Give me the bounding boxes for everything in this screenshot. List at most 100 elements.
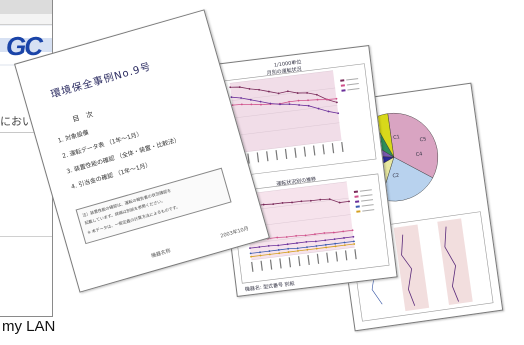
pie-slice bbox=[387, 112, 439, 179]
data-point bbox=[277, 249, 280, 251]
data-point bbox=[250, 103, 253, 106]
data-point bbox=[315, 245, 318, 247]
x-tick-label-mark bbox=[313, 145, 316, 156]
data-point bbox=[295, 234, 298, 237]
legend-text-mark bbox=[360, 194, 373, 197]
legend-text-mark bbox=[361, 204, 374, 207]
data-point bbox=[277, 244, 280, 247]
data-point bbox=[332, 231, 335, 234]
data-point bbox=[335, 97, 338, 100]
grid-line bbox=[238, 139, 342, 153]
data-point bbox=[249, 98, 252, 101]
data-point bbox=[325, 246, 328, 249]
data-point bbox=[353, 240, 355, 243]
legend-swatch bbox=[353, 190, 359, 193]
data-point bbox=[267, 244, 270, 247]
data-point bbox=[352, 235, 355, 238]
data-point bbox=[259, 254, 262, 257]
pie-label-5: C5 bbox=[419, 136, 427, 144]
data-point bbox=[230, 96, 233, 99]
data-point bbox=[279, 103, 281, 106]
data-point bbox=[249, 247, 251, 250]
lower-series-line bbox=[444, 226, 459, 302]
data-point bbox=[277, 92, 280, 95]
data-point bbox=[319, 198, 322, 201]
x-tick-label-mark bbox=[298, 256, 301, 267]
legend-swatch bbox=[355, 205, 360, 208]
x-tick-label-mark bbox=[256, 152, 260, 163]
pie-label-1: C1 bbox=[392, 134, 401, 142]
data-point bbox=[326, 98, 328, 101]
legend-text-mark bbox=[362, 209, 375, 212]
grid-line bbox=[245, 197, 349, 212]
x-tick-label-mark bbox=[335, 251, 338, 262]
divider bbox=[0, 236, 52, 237]
x-tick-label-mark bbox=[251, 261, 254, 272]
legend-text-mark bbox=[346, 78, 359, 81]
caption-text: my LAN bbox=[2, 318, 56, 335]
data-point bbox=[300, 200, 303, 203]
window-titlebar bbox=[0, 0, 52, 15]
line-chart-page: 1/1000単位 月別の運転状況 運転状況別の推移 機器名: 型式番号 別紙 bbox=[208, 45, 398, 297]
data-point bbox=[324, 239, 327, 242]
data-point bbox=[260, 103, 262, 106]
data-point bbox=[335, 101, 338, 104]
pie-label-2: C2 bbox=[392, 172, 400, 180]
data-point bbox=[258, 246, 261, 248]
data-point bbox=[305, 240, 308, 243]
grid-line bbox=[234, 105, 338, 119]
data-point bbox=[327, 110, 330, 113]
data-point bbox=[304, 234, 307, 237]
data-point bbox=[309, 199, 312, 202]
legend-swatch bbox=[341, 89, 346, 92]
data-point bbox=[259, 251, 261, 254]
x-tick-label-mark bbox=[284, 148, 288, 159]
lower-chart-band bbox=[393, 224, 430, 312]
data-point bbox=[334, 245, 337, 248]
series-line bbox=[232, 98, 337, 106]
data-point bbox=[343, 237, 345, 239]
data-point bbox=[238, 86, 241, 88]
data-point bbox=[324, 243, 327, 246]
x-tick-label-mark bbox=[326, 252, 329, 263]
legend-text-mark bbox=[347, 88, 360, 91]
data-point bbox=[297, 99, 300, 102]
legend-swatch bbox=[340, 84, 345, 87]
grid-line bbox=[249, 230, 353, 244]
x-tick-label-mark bbox=[294, 147, 297, 158]
data-point bbox=[348, 200, 350, 203]
grid-line bbox=[251, 247, 355, 261]
data-point bbox=[276, 236, 279, 239]
lower-series-line bbox=[401, 234, 416, 306]
data-point bbox=[328, 198, 331, 201]
data-point bbox=[353, 243, 356, 245]
x-tick-label-mark bbox=[269, 259, 273, 270]
data-point bbox=[337, 112, 340, 115]
legend-text-mark bbox=[359, 189, 372, 192]
legend-text-mark bbox=[346, 83, 359, 86]
series-line bbox=[251, 243, 355, 258]
data-point bbox=[298, 104, 301, 106]
data-point bbox=[351, 229, 354, 232]
data-point bbox=[268, 250, 271, 252]
data-point bbox=[248, 88, 251, 90]
data-point bbox=[306, 92, 309, 94]
data-point bbox=[259, 100, 262, 103]
data-point bbox=[315, 247, 318, 250]
site-banner: GC bbox=[0, 26, 52, 64]
report-title: 環境保全事例No.9号 bbox=[49, 61, 153, 101]
grid-line bbox=[231, 87, 336, 101]
data-point bbox=[338, 201, 341, 204]
x-tick-label-mark bbox=[279, 258, 282, 269]
grid-line bbox=[243, 181, 347, 195]
pie-label-4: C4 bbox=[415, 151, 423, 159]
logo-band bbox=[0, 38, 52, 52]
legend-swatch bbox=[355, 200, 360, 203]
data-point bbox=[343, 244, 346, 247]
data-point bbox=[287, 251, 290, 253]
data-point bbox=[296, 92, 299, 94]
data-point bbox=[297, 250, 299, 252]
page-footer-right: 2003年10月 bbox=[219, 225, 250, 240]
data-point bbox=[287, 247, 290, 250]
grid-line bbox=[236, 122, 340, 136]
